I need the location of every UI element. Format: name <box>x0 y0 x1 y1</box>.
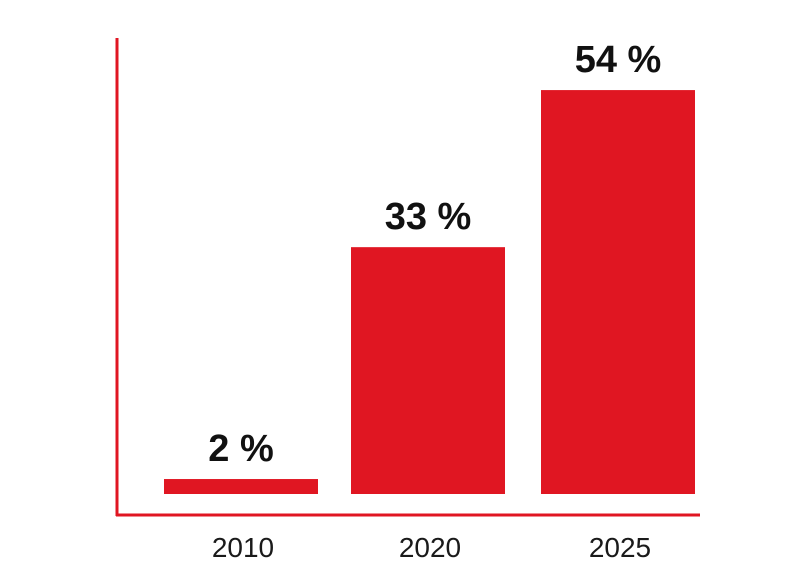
bar-2020 <box>351 247 505 494</box>
value-label-2025: 54 % <box>575 39 662 81</box>
bar-2010 <box>164 479 318 494</box>
value-label-2010: 2 % <box>208 428 273 470</box>
x-tick-label-2010: 2010 <box>212 532 274 563</box>
value-label-2020: 33 % <box>385 196 472 238</box>
bars-group <box>164 90 695 494</box>
x-tick-label-2020: 2020 <box>399 532 461 563</box>
x-tick-labels-group: 2010 2020 2025 <box>212 532 651 563</box>
value-labels-group: 2 % 33 % 54 % <box>208 39 661 470</box>
bar-2025 <box>541 90 695 494</box>
x-tick-label-2025: 2025 <box>589 532 651 563</box>
